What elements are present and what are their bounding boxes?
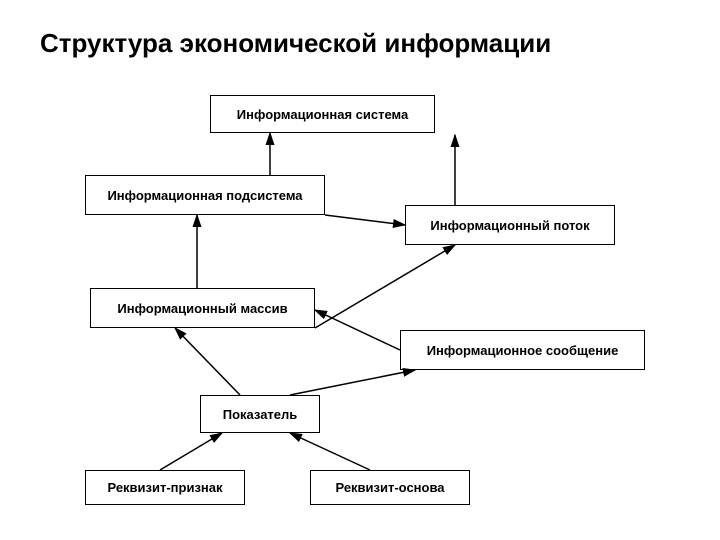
node-array: Информационный массив [90,288,315,328]
node-subsystem-label: Информационная подсистема [107,188,302,203]
node-indicator: Показатель [200,395,320,433]
node-message-label: Информационное сообщение [427,343,619,358]
node-message: Информационное сообщение [400,330,645,370]
arrow [290,370,415,395]
node-attribute-label: Реквизит-признак [107,480,222,495]
node-array-label: Информационный массив [117,301,287,316]
arrow [175,328,240,395]
arrow [290,433,370,470]
node-system-label: Информационная система [237,107,408,122]
node-subsystem: Информационная подсистема [85,175,325,215]
arrows-layer [0,0,720,540]
node-flow-label: Информационный поток [430,218,589,233]
arrow [315,245,455,328]
node-flow: Информационный поток [405,205,615,245]
arrow [160,433,222,470]
node-basis-label: Реквизит-основа [335,480,444,495]
arrow [325,215,405,225]
node-attribute: Реквизит-признак [85,470,245,505]
diagram-title: Структура экономической информации [40,28,551,59]
node-basis: Реквизит-основа [310,470,470,505]
node-system: Информационная система [210,95,435,133]
node-indicator-label: Показатель [223,407,298,422]
arrow [315,310,400,350]
